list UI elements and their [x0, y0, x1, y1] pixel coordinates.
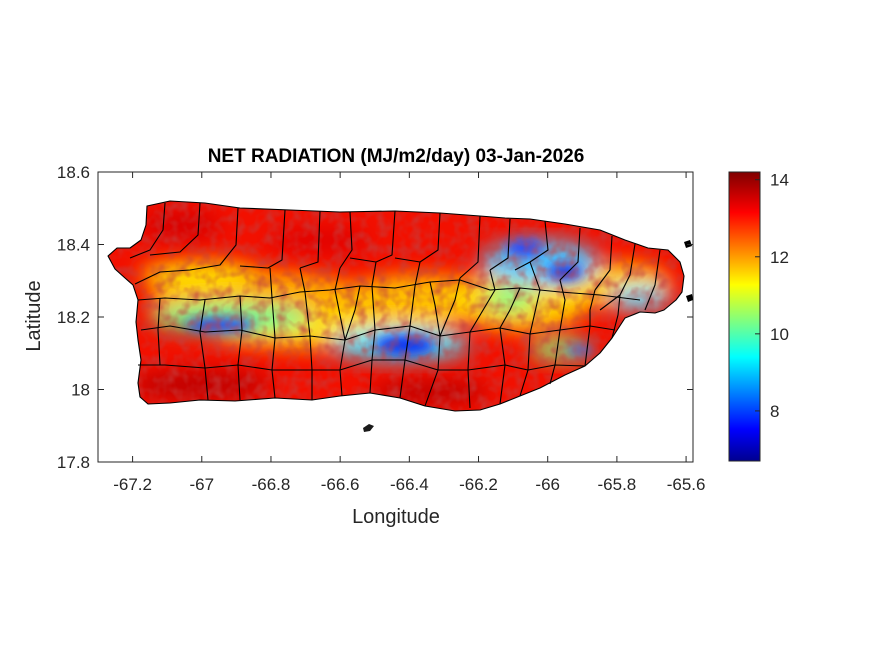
- x-tick-label: -66.4: [390, 475, 429, 494]
- municipality-boundaries: [107, 200, 685, 412]
- x-tick-label: -66.2: [459, 475, 498, 494]
- island-coastline: [107, 200, 685, 412]
- y-tick-label: 18: [71, 381, 90, 400]
- y-tick-label: 18.6: [57, 163, 90, 182]
- x-tick-label: -67: [189, 475, 214, 494]
- x-tick-label: -65.8: [598, 475, 637, 494]
- colorbar-ticks: 14 12 10 8: [755, 171, 789, 421]
- y-tick-label: 18.2: [57, 308, 90, 327]
- x-tick-label: -65.6: [667, 475, 706, 494]
- y-axis-label: Latitude: [23, 280, 45, 351]
- colorbar-tick-label: 12: [770, 248, 789, 267]
- y-tick-label: 17.8: [57, 453, 90, 472]
- colorbar: [728, 171, 761, 462]
- x-tick-label: -67.2: [113, 475, 152, 494]
- y-axis: 18.6 18.4 18.2 18 17.8: [57, 163, 693, 472]
- colorbar-tick-label: 14: [770, 171, 789, 190]
- colorbar-tick-label: 8: [770, 402, 779, 421]
- x-tick-label: -66.6: [321, 475, 360, 494]
- chart-title: NET RADIATION (MJ/m2/day) 03-Jan-2026: [208, 146, 585, 167]
- x-tick-label: -66: [535, 475, 560, 494]
- x-tick-label: -66.8: [252, 475, 291, 494]
- colorbar-tick-label: 10: [770, 325, 789, 344]
- x-axis-label: Longitude: [352, 506, 440, 528]
- caja-de-muertos-islet: [363, 424, 374, 432]
- vieques-edge: [686, 294, 693, 302]
- y-tick-label: 18.4: [57, 236, 90, 255]
- x-axis: -67.2 -67 -66.8 -66.6 -66.4 -66.2 -66 -65.8 -65.…: [113, 172, 705, 494]
